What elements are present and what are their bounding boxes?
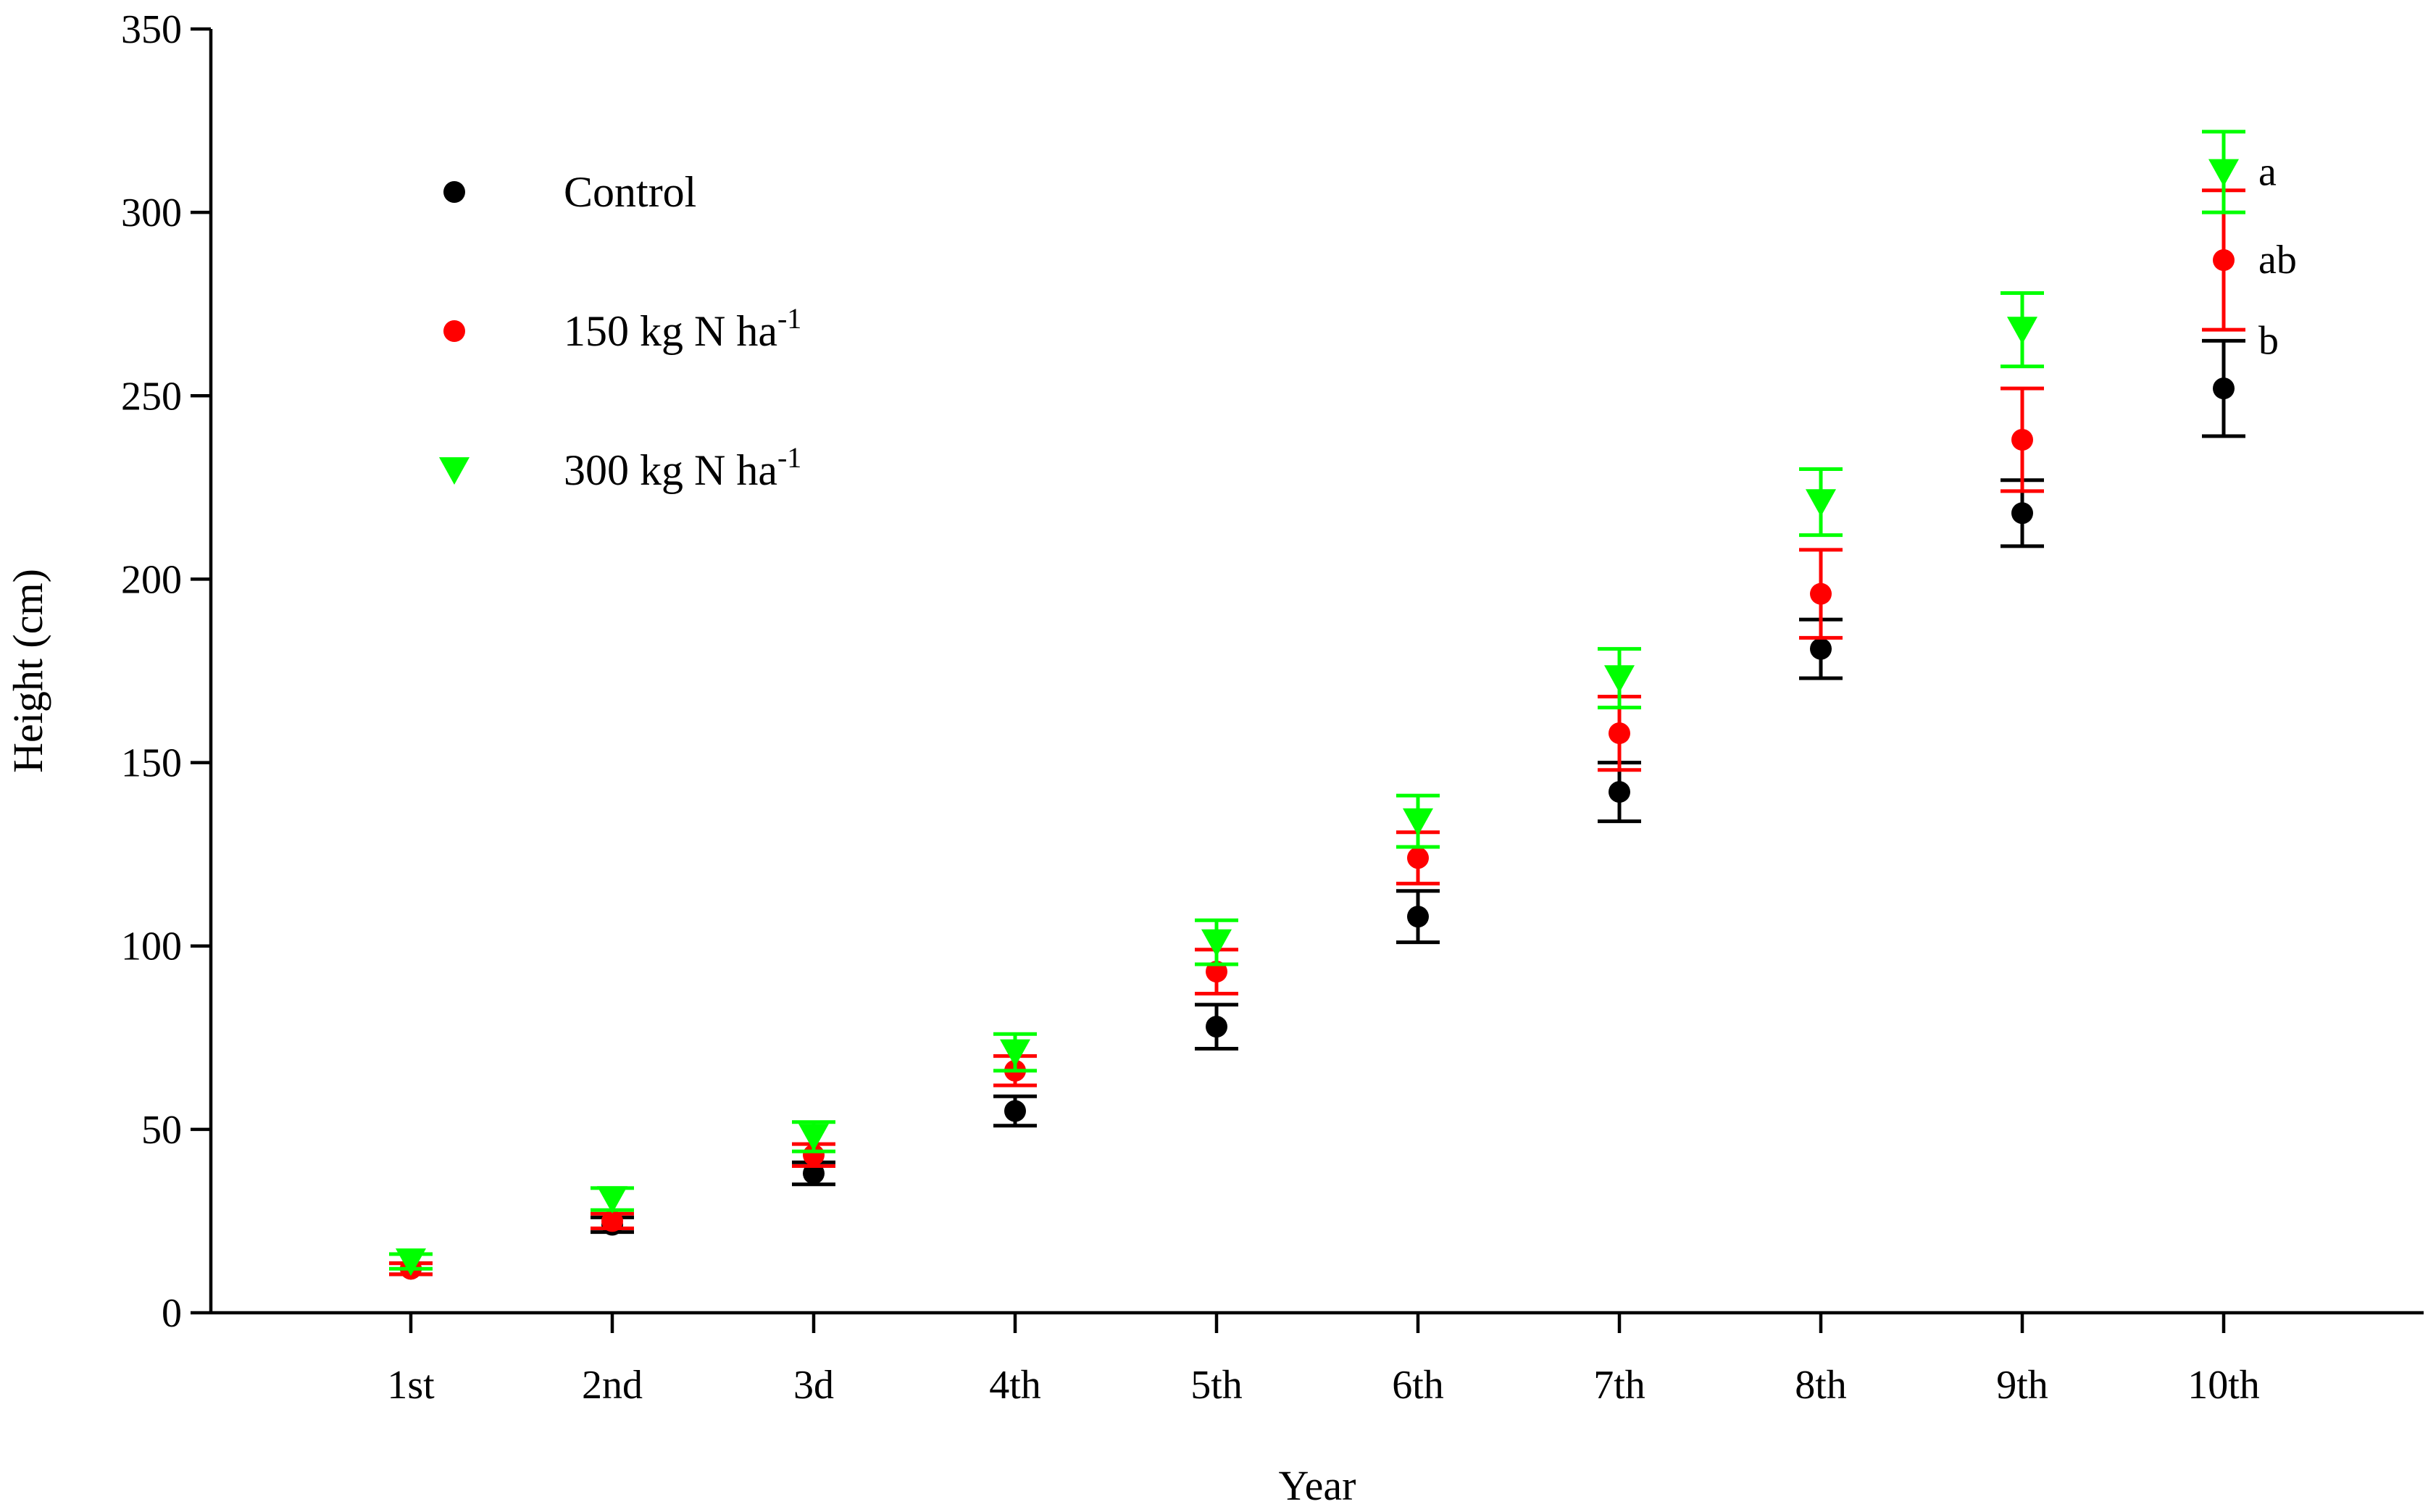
x-tick-label: 7th [1593, 1363, 1645, 1408]
x-axis-title: Year [1279, 1462, 1356, 1508]
data-point [601, 1210, 623, 1232]
data-point [2213, 377, 2235, 400]
data-point [597, 1186, 627, 1214]
x-tick-label: 4th [989, 1363, 1041, 1408]
legend-label-superscript: -1 [777, 302, 801, 335]
data-point [1604, 665, 1635, 693]
data-point [1407, 847, 1429, 869]
data-point [2011, 502, 2033, 525]
legend-marker [439, 457, 470, 485]
legend-marker [443, 320, 465, 342]
x-tick-label: 2nd [582, 1363, 643, 1408]
y-axis-title: Height (cm) [4, 569, 51, 773]
data-point [1004, 1100, 1026, 1122]
y-tick-label: 100 [121, 924, 182, 969]
legend-item-0: Control [443, 168, 696, 216]
x-tick-label: 9th [1996, 1363, 2048, 1408]
x-ticks: 1st 2nd 3d 4th 5th 6th 7th 8th 9th 10th [387, 1313, 2260, 1408]
data-point [1810, 638, 1832, 660]
y-tick-label: 0 [162, 1291, 182, 1336]
data-point [1609, 781, 1630, 803]
series-2 [389, 130, 2245, 1277]
axes [209, 29, 2424, 1315]
y-tick-label: 200 [121, 557, 182, 602]
significance-label: ab [2258, 238, 2297, 283]
legend-label-text: 150 kg N ha [564, 307, 777, 355]
data-point [1206, 1016, 1227, 1038]
data-point [1407, 906, 1429, 928]
data-point [2011, 429, 2033, 451]
legend-label-superscript: -1 [777, 441, 801, 474]
legend-item-1: 150 kg N ha-1 [443, 302, 801, 355]
legend-item-2: 300 kg N ha-1 [439, 441, 801, 494]
x-tick-label: 3d [793, 1363, 834, 1408]
data-point [1403, 808, 1433, 836]
data-point [2213, 248, 2235, 271]
y-ticks: 0 50 100 150 200 250 300 350 [121, 7, 211, 1336]
data-point [2007, 317, 2037, 345]
legend-marker [443, 181, 465, 203]
data-point [2208, 159, 2239, 187]
legend-label: Control [564, 168, 696, 216]
data-point [803, 1162, 825, 1185]
data-point [798, 1124, 829, 1151]
x-tick-label: 6th [1392, 1363, 1444, 1408]
y-tick-label: 350 [121, 7, 182, 52]
data-point [1609, 722, 1630, 745]
data-point [1201, 929, 1232, 957]
y-tick-label: 250 [121, 374, 182, 419]
data-point [396, 1248, 426, 1277]
significance-labels: a ab b [2258, 149, 2297, 363]
legend-label-text: Control [564, 168, 696, 216]
legend-label-text: 300 kg N ha [564, 446, 777, 494]
x-tick-label: 10th [2187, 1363, 2260, 1408]
legend-label: 300 kg N ha-1 [564, 441, 801, 494]
legend-label: 150 kg N ha-1 [564, 302, 801, 355]
y-tick-label: 300 [121, 191, 182, 235]
data-point [1206, 961, 1227, 983]
y-tick-label: 50 [141, 1108, 182, 1153]
x-tick-label: 1st [387, 1363, 435, 1408]
significance-label: a [2258, 149, 2277, 194]
x-tick-label: 5th [1190, 1363, 1243, 1408]
data-point [1000, 1039, 1030, 1067]
y-tick-label: 150 [121, 741, 182, 786]
series-group [389, 130, 2245, 1280]
data-point [1810, 582, 1832, 605]
significance-label: b [2258, 318, 2279, 363]
data-point [1806, 489, 1836, 517]
x-tick-label: 8th [1795, 1363, 1847, 1408]
